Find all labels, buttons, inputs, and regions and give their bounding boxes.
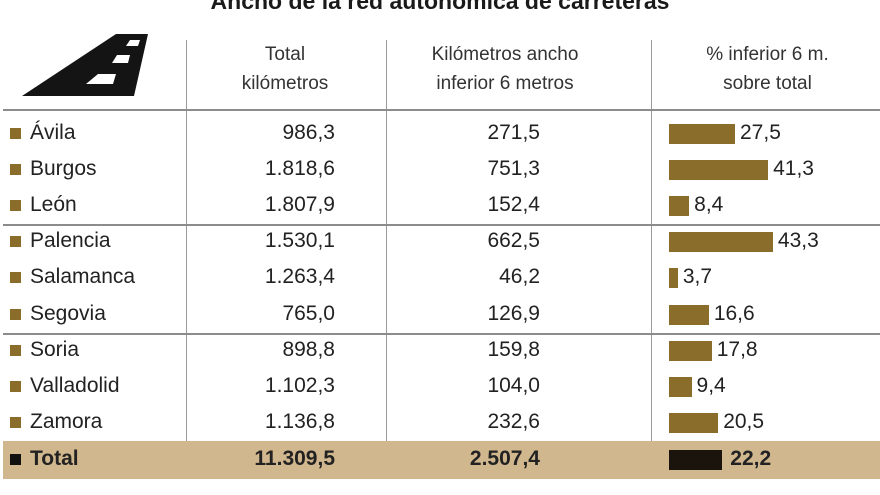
table-row: Ávila 986,3 271,5 27,5 <box>0 116 880 152</box>
km-under-6m-value: 46,2 <box>499 265 540 288</box>
total-row: Total 11.309,5 2.507,4 22,2 <box>3 441 880 479</box>
total-pct-label: 22,2 <box>730 447 772 470</box>
total-km-under-6m-value: 2.507,4 <box>469 447 540 470</box>
chart-title: Ancho de la red autonómica de carreteras <box>210 0 670 14</box>
province-name: Burgos <box>30 157 97 180</box>
total-pct-bar <box>669 450 723 470</box>
pct-label: 27,5 <box>740 121 781 144</box>
pct-bar <box>669 377 692 397</box>
row-divider <box>3 109 880 111</box>
total-km-value: 1.136,8 <box>264 410 335 433</box>
header-total-km: Total kilómetros <box>241 44 329 94</box>
province-name: Palencia <box>30 229 111 252</box>
table-row: Salamanca 1.263,4 46,2 3,7 <box>0 260 880 296</box>
table-row: Zamora 1.136,8 232,6 20,5 <box>0 405 880 441</box>
column-divider <box>386 40 387 479</box>
column-divider <box>651 40 652 479</box>
column-divider <box>186 40 187 479</box>
km-under-6m-value: 232,6 <box>487 410 540 433</box>
km-under-6m-value: 126,9 <box>487 302 540 325</box>
pct-bar <box>669 232 773 252</box>
table-row: Soria 898,8 159,8 17,8 <box>0 333 880 369</box>
pct-bar <box>669 305 709 325</box>
total-km-value: 11.309,5 <box>254 447 335 470</box>
header-km-under-6m: Kilómetros ancho inferior 6 metros <box>431 44 579 94</box>
province-name: Soria <box>30 338 80 361</box>
bullet-icon <box>10 417 21 428</box>
province-name: Salamanca <box>30 265 136 288</box>
pct-label: 43,3 <box>777 229 819 252</box>
bullet-icon <box>10 200 21 211</box>
bullet-icon <box>10 381 21 392</box>
province-name: Segovia <box>30 302 106 325</box>
province-name: Valladolid <box>30 374 120 397</box>
bullet-icon <box>10 272 21 283</box>
km-under-6m-value: 751,3 <box>487 157 540 180</box>
pct-bar <box>669 268 678 288</box>
pct-bar <box>669 196 690 216</box>
pct-label: 16,6 <box>713 302 755 325</box>
km-under-6m-value: 662,5 <box>487 229 540 252</box>
total-label: Total <box>30 447 79 470</box>
pct-bar <box>669 124 735 144</box>
pct-bar <box>669 413 719 433</box>
pct-label: 8,4 <box>694 193 724 216</box>
pct-label: 17,8 <box>716 338 758 361</box>
km-under-6m-value: 159,8 <box>487 338 540 361</box>
pct-label: 41,3 <box>773 157 814 180</box>
total-km-value: 1.102,3 <box>264 374 335 397</box>
km-under-6m-value: 104,0 <box>487 374 540 397</box>
total-km-value: 1.807,9 <box>264 193 335 216</box>
table-row: Palencia 1.530,1 662,5 43,3 <box>0 224 880 260</box>
province-name: Ávila <box>30 121 76 144</box>
table-row: Valladolid 1.102,3 104,0 9,4 <box>0 369 880 405</box>
bullet-icon <box>10 164 21 175</box>
table-row: Segovia 765,0 126,9 16,6 <box>0 297 880 333</box>
km-under-6m-value: 152,4 <box>487 193 540 216</box>
total-km-value: 765,0 <box>282 302 335 325</box>
header-pct-under-6m: % inferior 6 m. sobre total <box>706 44 829 94</box>
bullet-icon <box>10 309 21 320</box>
pct-bar <box>669 160 769 180</box>
total-km-value: 1.530,1 <box>264 229 335 252</box>
bullet-icon <box>10 236 21 247</box>
total-km-value: 1.263,4 <box>264 265 335 288</box>
table-row: León 1.807,9 152,4 8,4 <box>0 188 880 224</box>
bullet-icon <box>10 454 21 465</box>
total-km-value: 1.818,6 <box>264 157 335 180</box>
total-km-value: 986,3 <box>282 121 335 144</box>
province-name: León <box>30 193 77 216</box>
province-name: Zamora <box>30 410 103 433</box>
bullet-icon <box>10 128 21 139</box>
row-divider <box>3 333 880 335</box>
km-under-6m-value: 271,5 <box>487 121 540 144</box>
pct-bar <box>669 341 712 361</box>
pct-label: 20,5 <box>723 410 765 433</box>
table-row: Burgos 1.818,6 751,3 41,3 <box>0 152 880 188</box>
total-km-value: 898,8 <box>282 338 335 361</box>
row-divider <box>3 224 880 226</box>
bullet-icon <box>10 345 21 356</box>
pct-label: 3,7 <box>682 265 713 288</box>
pct-label: 9,4 <box>696 374 726 397</box>
road-icon <box>22 34 148 96</box>
